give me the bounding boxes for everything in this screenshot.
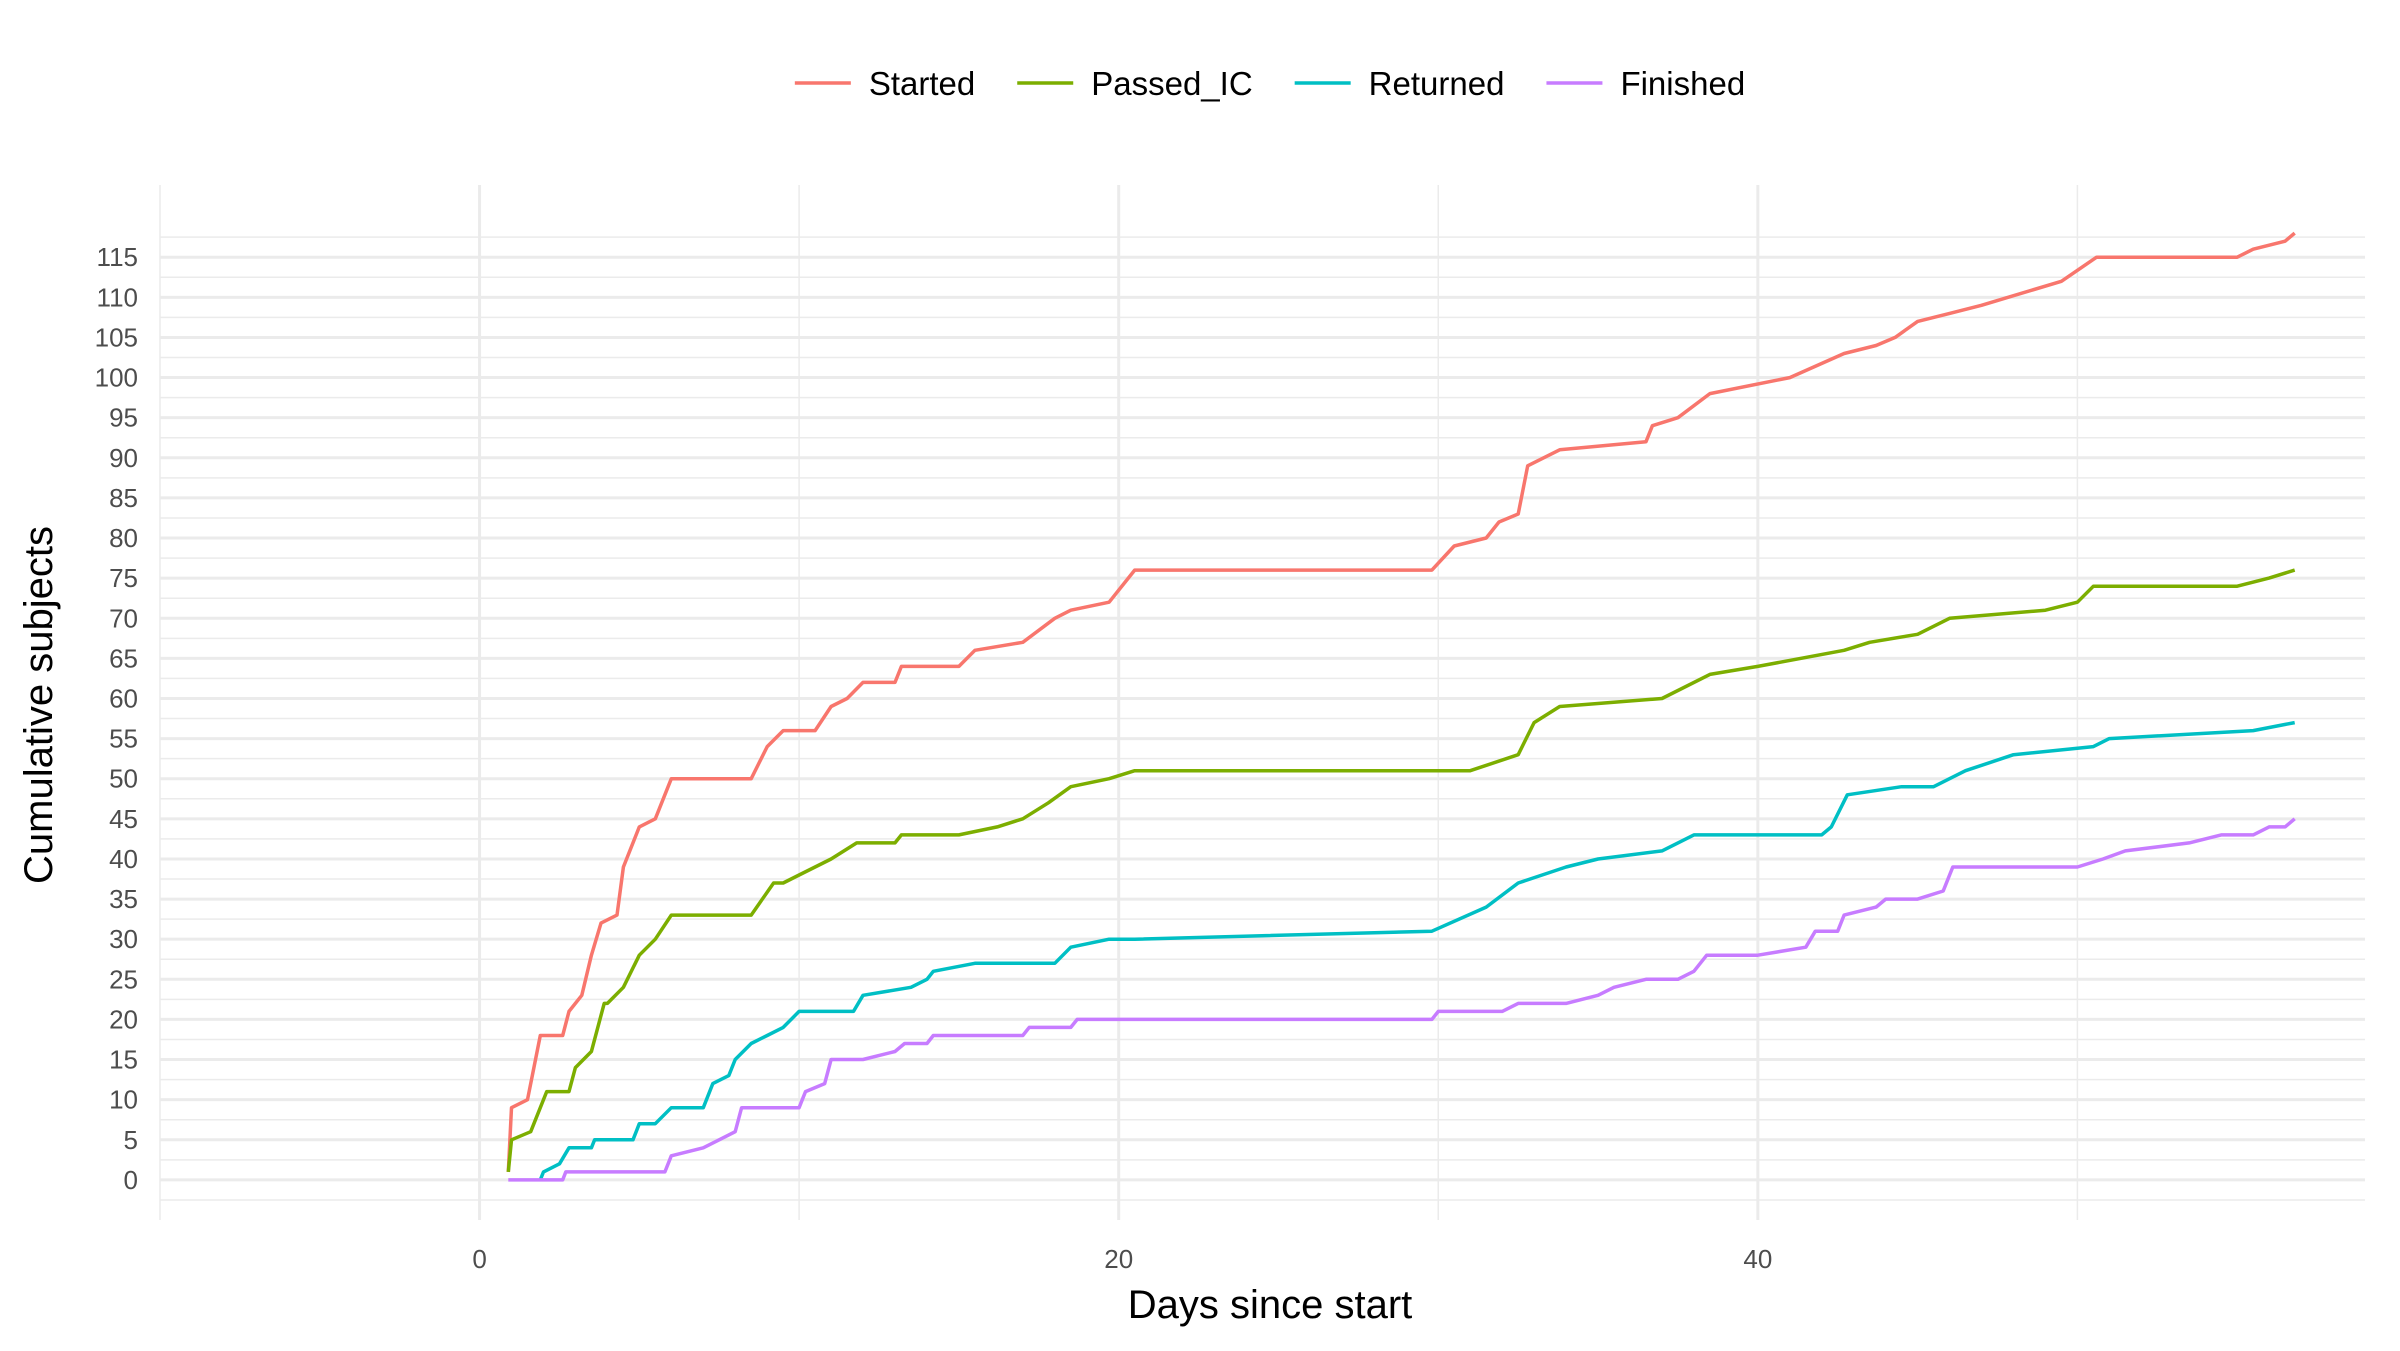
y-tick-label: 105 [95,322,138,352]
legend-item-passed_ic: Passed_IC [1017,65,1253,102]
minor-gridlines [159,185,2365,1220]
y-tick-label: 0 [124,1165,138,1195]
y-tick-label: 55 [109,724,138,754]
series-line-finished [508,817,2296,1182]
y-tick-label: 20 [109,1004,138,1034]
y-axis-title: Cumulative subjects [17,526,61,884]
y-tick-labels: 0 5 10 15 20 25 30 35 40 45 50 55 60 65 70 75 80 85 90 95 10… [95,242,138,1195]
y-tick-label: 110 [97,282,138,312]
y-tick-label: 45 [109,804,138,834]
y-tick-label: 80 [109,523,138,553]
legend-label: Passed_IC [1091,65,1252,102]
y-tick-label: 30 [109,924,138,954]
legend: Started Passed_IC Returned Finished [794,65,1745,102]
legend-item-returned: Returned [1294,65,1505,102]
y-tick-label: 95 [109,403,138,433]
y-tick-label: 15 [109,1045,138,1075]
y-tick-label: 115 [97,242,138,272]
x-tick-label: 0 [472,1244,486,1274]
y-tick-label: 5 [124,1125,138,1155]
y-tick-label: 65 [109,643,138,673]
series-line-returned [538,720,2296,1181]
legend-item-started: Started [794,65,975,102]
series-line-started [506,231,2296,1172]
y-tick-label: 60 [109,683,138,713]
x-tick-labels: 0 20 40 [472,1244,1772,1274]
x-tick-label: 20 [1104,1244,1133,1274]
y-tick-label: 85 [109,483,138,513]
legend-label: Returned [1369,65,1505,102]
y-tick-label: 40 [109,844,138,874]
series-layer [506,231,2296,1182]
y-tick-label: 70 [109,603,138,633]
y-tick-label: 50 [109,764,138,794]
y-tick-label: 35 [109,884,138,914]
legend-label: Finished [1620,65,1745,102]
y-tick-label: 10 [109,1085,138,1115]
x-axis-title: Days since start [1128,1283,1413,1327]
y-tick-label: 75 [109,563,138,593]
legend-label: Started [869,65,975,102]
x-tick-label: 40 [1743,1244,1772,1274]
series-line-passed_ic [506,568,2296,1173]
y-tick-label: 90 [109,443,138,473]
y-tick-label: 100 [95,363,138,393]
y-tick-label: 25 [109,964,138,994]
legend-item-finished: Finished [1546,65,1745,102]
